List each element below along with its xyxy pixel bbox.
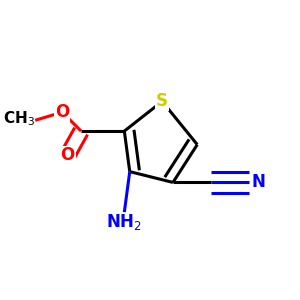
Text: N: N [251, 173, 265, 191]
Text: CH$_3$: CH$_3$ [3, 110, 35, 128]
Text: NH$_2$: NH$_2$ [106, 212, 142, 232]
Text: O: O [61, 146, 75, 164]
Text: S: S [156, 92, 168, 110]
Text: O: O [55, 103, 69, 121]
